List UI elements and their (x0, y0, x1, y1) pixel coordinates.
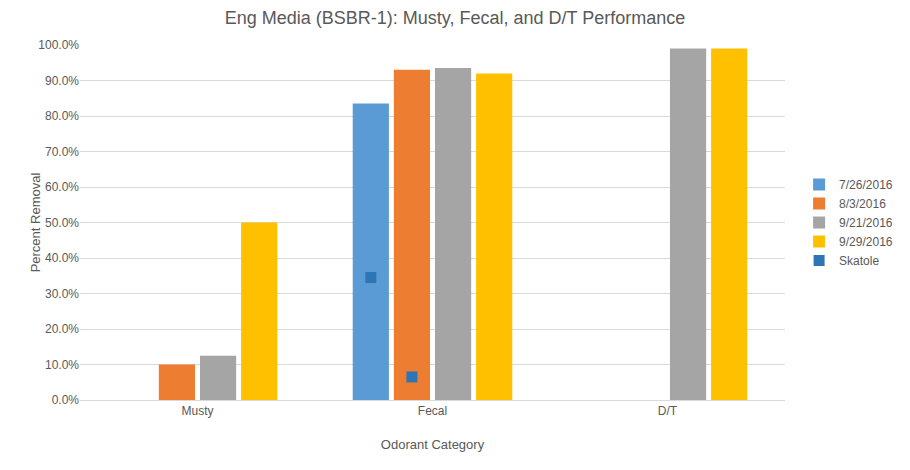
svg-text:Musty: Musty (181, 404, 213, 418)
svg-text:50.0%: 50.0% (45, 216, 79, 230)
svg-text:Fecal: Fecal (418, 404, 447, 418)
svg-text:60.0%: 60.0% (45, 180, 79, 194)
svg-text:9/21/2016: 9/21/2016 (839, 216, 893, 230)
svg-text:Percent Removal: Percent Removal (28, 173, 43, 273)
svg-text:9/29/2016: 9/29/2016 (839, 235, 893, 249)
svg-text:30.0%: 30.0% (45, 287, 79, 301)
svg-text:90.0%: 90.0% (45, 74, 79, 88)
svg-text:20.0%: 20.0% (45, 322, 79, 336)
svg-text:70.0%: 70.0% (45, 145, 79, 159)
svg-text:Eng Media (BSBR-1): Musty, Fec: Eng Media (BSBR-1): Musty, Fecal, and D/… (225, 8, 686, 28)
svg-text:80.0%: 80.0% (45, 109, 79, 123)
svg-text:7/26/2016: 7/26/2016 (839, 178, 893, 192)
svg-text:40.0%: 40.0% (45, 251, 79, 265)
svg-text:100.0%: 100.0% (38, 38, 79, 52)
svg-text:Odorant Category: Odorant Category (381, 437, 485, 452)
svg-text:0.0%: 0.0% (52, 393, 80, 407)
svg-text:8/3/2016: 8/3/2016 (839, 197, 886, 211)
svg-text:D/T: D/T (658, 404, 678, 418)
svg-text:Skatole: Skatole (839, 254, 879, 268)
svg-text:10.0%: 10.0% (45, 358, 79, 372)
